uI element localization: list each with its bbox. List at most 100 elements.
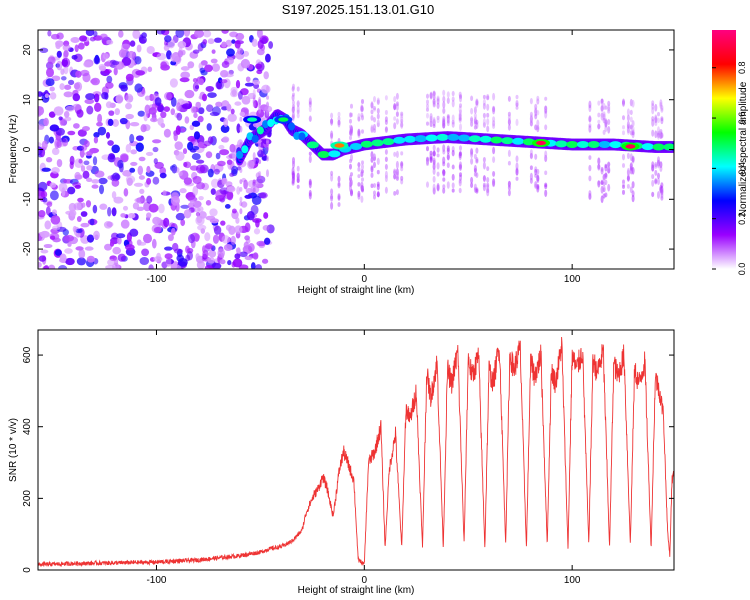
spectrogram-cell — [291, 94, 295, 102]
spectrogram-cell — [492, 105, 496, 113]
spectrogram-cell — [46, 67, 54, 78]
spectrogram-cell — [631, 99, 635, 108]
spectrogram-cell — [255, 63, 263, 70]
spectrogram-cell — [51, 225, 61, 231]
spectrogram-cell — [414, 135, 427, 143]
spectrogram-cell — [360, 104, 364, 111]
spectrogram-cell — [470, 182, 474, 188]
spectrogram-cell — [138, 175, 145, 180]
spectrogram-cell — [350, 128, 353, 137]
spectrogram-cell — [98, 177, 108, 185]
spectrogram-cell — [247, 243, 255, 252]
spectrogram-cell — [361, 115, 364, 121]
spectrogram-cell — [432, 90, 436, 97]
colorbar-tick-label: 0.6 — [737, 112, 747, 125]
spectrogram-cell — [308, 100, 312, 105]
spectrogram-cell — [432, 119, 436, 127]
spectrogram-cell — [622, 179, 625, 184]
spectrogram-cell — [209, 208, 218, 217]
spectrogram-cell — [470, 148, 474, 155]
spectrogram-cell — [373, 123, 376, 131]
spectrogram-cell — [609, 141, 622, 149]
spectrogram-cell — [239, 116, 243, 122]
spectrogram-cell — [157, 117, 164, 126]
spectrogram-cell — [442, 118, 446, 124]
spectrogram-cell — [373, 128, 376, 133]
spectrogram-cell — [629, 109, 633, 116]
spectrogram-cell — [180, 204, 190, 209]
spectrogram-cell — [588, 116, 592, 122]
spectrogram-cell — [373, 194, 376, 200]
spectrogram-cell — [577, 141, 589, 148]
spectrogram-cell — [163, 106, 171, 112]
spectrogram-cell — [210, 58, 218, 64]
spectrogram-cell — [337, 111, 341, 117]
spectrogram-cell — [515, 168, 519, 176]
spectrogram-cell — [266, 169, 269, 178]
spectrogram-cell — [442, 115, 446, 123]
spectrogram-cell — [357, 182, 361, 187]
spectrogram-cell — [235, 217, 240, 224]
spectrogram-cell — [631, 181, 635, 189]
spectrogram-cell — [631, 166, 635, 175]
spectrogram-cell — [361, 99, 364, 105]
spectrogram-cell — [160, 111, 167, 119]
spectrogram-cell — [266, 140, 269, 145]
spectrogram-cell — [76, 215, 82, 223]
spectrogram-cell — [86, 150, 94, 156]
spectrogram-cell — [473, 113, 477, 119]
spectrogram-cell — [492, 120, 496, 127]
spectrogram-cell — [607, 183, 611, 192]
spectrogram-cell — [120, 219, 130, 229]
spectrogram-cell — [232, 151, 237, 162]
spectrogram-cell — [651, 174, 655, 180]
spectrogram-cell — [337, 175, 341, 183]
spectrogram-cell — [442, 95, 446, 103]
spectrogram-cell — [252, 218, 262, 223]
spectrogram-cell — [184, 116, 190, 124]
spectrogram-cell — [135, 70, 146, 76]
spectrogram-cell — [169, 78, 178, 88]
spectrogram-cell — [654, 120, 658, 126]
spectrogram-cell — [588, 155, 592, 160]
spectrogram-cell — [190, 106, 197, 114]
spectrogram-cell — [125, 102, 132, 110]
spectrogram-cell — [436, 153, 440, 158]
spectrogram-cell — [588, 194, 592, 201]
spectrogram-cell — [349, 158, 352, 164]
spectrogram-cell — [292, 157, 295, 164]
spectrogram-ytick-label: -20 — [22, 241, 33, 256]
spectrogram-cell — [111, 207, 117, 217]
spectrogram-cell — [629, 98, 633, 107]
spectrogram-cell — [657, 156, 660, 164]
spectrogram-cell — [507, 111, 511, 117]
spectrogram-cell — [159, 172, 167, 179]
spectrogram-cell — [529, 114, 533, 122]
spectrogram-cell — [482, 118, 486, 126]
snr-ytick-label: 400 — [22, 418, 33, 435]
snr-ytick-label: 600 — [22, 346, 33, 363]
spectrogram-cell — [641, 143, 654, 151]
spectrogram-cell — [85, 200, 92, 208]
spectrogram-cell — [44, 220, 52, 230]
spectrogram-cell — [49, 86, 55, 92]
spectrogram-cell — [486, 93, 490, 100]
spectrogram-cell — [146, 177, 152, 185]
spectrogram-cell — [651, 116, 655, 122]
spectrogram-cell — [203, 30, 212, 38]
spectrogram-cell — [482, 161, 486, 170]
spectrogram-cell — [47, 56, 56, 65]
spectrogram-cell — [46, 201, 53, 208]
spectrogram-cell — [657, 112, 660, 117]
spectrogram-cell — [258, 170, 262, 177]
spectrogram-cell — [507, 119, 511, 125]
spectrogram-cell — [622, 189, 625, 195]
spectrogram-cell — [475, 99, 479, 106]
spectrogram-cell — [654, 117, 658, 124]
spectrogram-cell — [234, 253, 241, 260]
spectrogram-cell — [395, 171, 399, 179]
spectrogram-cell — [227, 260, 232, 266]
spectrogram-cell — [426, 103, 429, 109]
spectrogram-cell — [607, 166, 611, 174]
spectrogram-cell — [458, 91, 462, 98]
